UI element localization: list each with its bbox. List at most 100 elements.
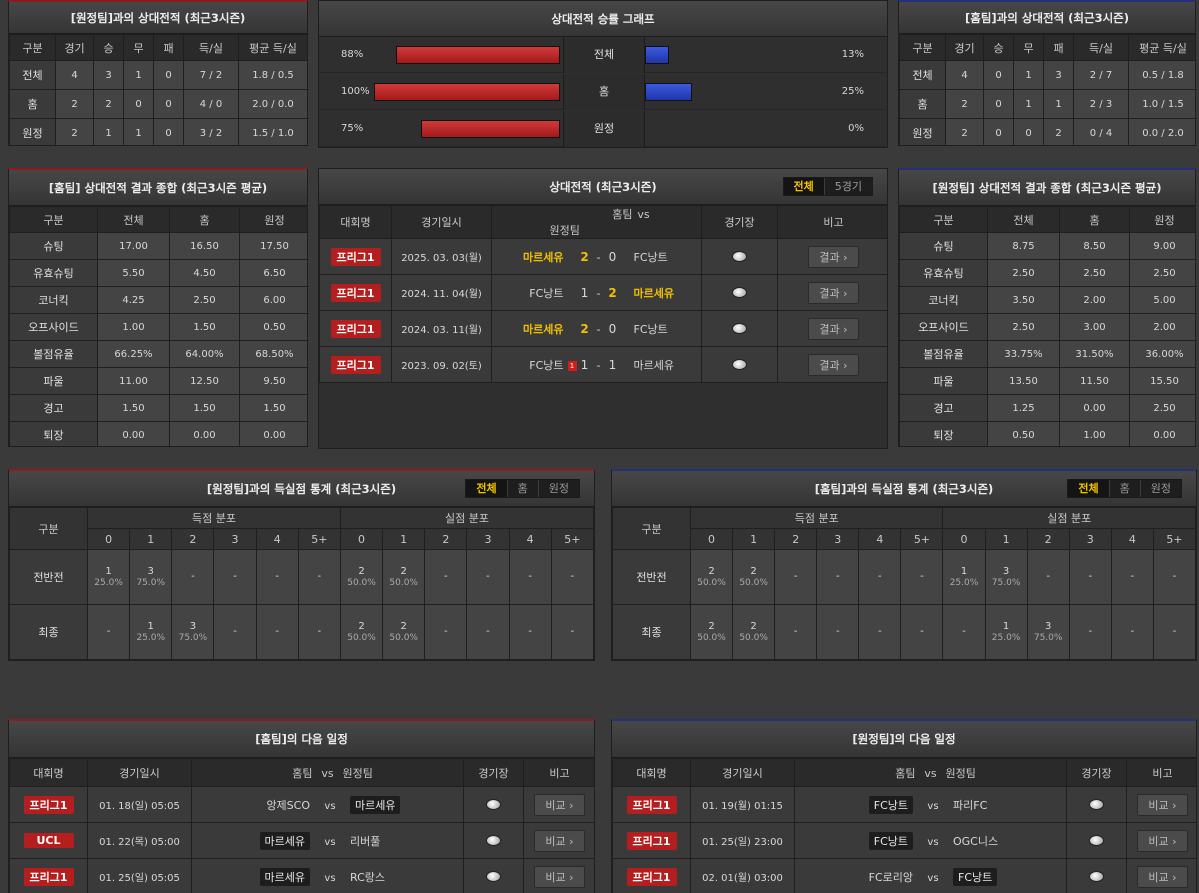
goal-count-header: 5+ <box>1152 528 1196 550</box>
table-cell: 1.50 <box>97 394 170 422</box>
away-summary-table: 구분 전체 홈 원정 슈팅 8.75 8.50 9.00 유효슈팅 2.50 2.50 2.50 코너킥… <box>899 206 1195 446</box>
conceded-header: 실점 분포 <box>339 507 594 529</box>
tab-1[interactable]: 홈 <box>1110 480 1141 497</box>
scored-cell: - <box>858 604 902 660</box>
table-cell: 3.00 <box>1059 313 1130 341</box>
note-cell: 결과 › <box>777 238 887 275</box>
goal-count-header: 2 <box>774 528 818 550</box>
count: - <box>1172 626 1177 637</box>
row-label: 퇴장 <box>899 421 988 446</box>
conceded-cell: - <box>1068 604 1112 660</box>
h2h-matches-table: 대회명 경기일시 홈팀 vs원정팀 경기장 비고 프리그1 2025. 03. 03(월) 마르… <box>319 205 887 383</box>
table-row: 파울 13.50 11.50 15.50 <box>899 367 1195 395</box>
column-header: 경기일시 <box>391 205 492 239</box>
tab-1[interactable]: 홈 <box>508 480 539 497</box>
column-header: 구분 <box>9 507 88 550</box>
tab-0[interactable]: 전체 <box>783 178 825 195</box>
venue-cell <box>701 346 778 383</box>
goal-stats-right-panel: [홈팀]과의 득실점 통계 (최근3시즌) 전체 홈 원정 구분 득점 분포 실점 분포… <box>611 469 1197 661</box>
percent: 75.0% <box>178 632 208 643</box>
table-cell: 9.50 <box>239 367 307 395</box>
row-label: 퇴장 <box>9 421 98 446</box>
home-win-bar <box>374 83 560 101</box>
conceded-cell: - <box>466 549 510 605</box>
table-cell: 6.50 <box>239 259 307 287</box>
count: - <box>1130 626 1135 637</box>
stadium-icon <box>486 798 501 810</box>
row-label: 홈 <box>899 89 946 119</box>
header-row: 구분 경기 승 무 패 득/실 평균 득/실 <box>899 34 1195 61</box>
compare-button[interactable]: 비교 › <box>1137 829 1188 852</box>
home-team: 마르세유 <box>523 322 564 336</box>
left-percent: 75% <box>341 123 364 134</box>
graph-row-label: 홈 <box>563 74 645 110</box>
compare-button[interactable]: 비교 › <box>534 793 585 816</box>
competition-badge: UCL <box>23 833 74 848</box>
tab-1[interactable]: 5경기 <box>834 180 862 193</box>
table-cell: 5.00 <box>1129 286 1195 314</box>
count: - <box>528 571 532 582</box>
tab-2[interactable]: 원정 <box>1150 482 1171 495</box>
stadium-icon <box>732 322 747 334</box>
goal-count-header: 3 <box>213 528 257 550</box>
result-button[interactable]: 결과 › <box>808 245 859 268</box>
compare-button[interactable]: 비교 › <box>1137 865 1188 888</box>
column-header: 전체 <box>987 206 1060 233</box>
conceded-cell: - <box>1110 549 1154 605</box>
row-label: 슈팅 <box>9 232 98 260</box>
count: 2 <box>750 565 757 577</box>
column-header: 패 <box>153 34 184 61</box>
conceded-cell: - <box>466 604 510 660</box>
compare-button[interactable]: 비교 › <box>1137 793 1188 816</box>
count: - <box>570 571 575 582</box>
home-wrap: 마르세유 <box>195 867 310 886</box>
goal-count-row: 0 1 2 3 4 5+ 0 1 2 3 4 5+ <box>10 528 594 550</box>
count: 1 <box>105 565 112 577</box>
table-cell: 64.00% <box>169 340 240 368</box>
note-cell: 비교 › <box>523 822 594 859</box>
tab-0[interactable]: 전체 <box>466 480 508 497</box>
away-wrap: 파리FC <box>953 797 1063 813</box>
result-button[interactable]: 결과 › <box>808 353 859 376</box>
conceded-cell: 2 50.0% <box>339 604 384 660</box>
row-label: 원정 <box>9 118 56 145</box>
competition-cell: 프리그1 <box>319 346 392 383</box>
table-cell: 0.0 / 2.0 <box>1128 118 1195 145</box>
vs-header: vs <box>924 766 937 780</box>
tab-0[interactable]: 전체 <box>1068 480 1110 497</box>
row-label: 코너킥 <box>9 286 98 314</box>
table-cell: 1 <box>1013 60 1044 90</box>
goal-count-header: 4 <box>508 528 552 550</box>
table-row: 퇴장 0.00 0.00 0.00 <box>9 421 307 446</box>
row-label: 볼점유율 <box>9 340 98 368</box>
venue-cell <box>701 238 778 275</box>
column-header: 비고 <box>523 758 594 787</box>
percent: 75.0% <box>136 577 166 588</box>
conceded-cell: - <box>1068 549 1112 605</box>
count: - <box>878 626 882 637</box>
note-cell: 결과 › <box>777 346 887 383</box>
goal-count-header: 5+ <box>297 528 341 550</box>
competition-badge: 프리그1 <box>330 355 381 374</box>
vs-text: vs <box>927 800 939 812</box>
scored-cell: - <box>774 604 818 660</box>
score-dash: - <box>596 250 601 264</box>
note-cell: 비교 › <box>1126 786 1196 823</box>
tab-2[interactable]: 원정 <box>548 482 569 495</box>
table-cell: 2.50 <box>987 313 1060 341</box>
stadium-icon <box>732 358 747 370</box>
count: - <box>1088 626 1093 637</box>
table-row: 슈팅 8.75 8.50 9.00 <box>899 232 1195 260</box>
conceded-cell: 2 50.0% <box>382 604 426 660</box>
competition-badge: 프리그1 <box>23 867 74 886</box>
table-cell: 2 <box>945 118 984 145</box>
result-button[interactable]: 결과 › <box>808 281 859 304</box>
table-cell: 2 <box>93 89 124 119</box>
result-button[interactable]: 결과 › <box>808 317 859 340</box>
goal-stats-left-table: 구분 득점 분포 실점 분포 0 1 2 3 4 5+ 0 1 2 3 4 5+ 전반전 1 25.0% 3 75.0… <box>9 507 594 660</box>
compare-button[interactable]: 비교 › <box>534 829 585 852</box>
compare-button[interactable]: 비교 › <box>534 865 585 888</box>
scored-cell: - <box>171 549 215 605</box>
teams-cell: 마르세유 2-0 FC낭트 <box>491 310 702 347</box>
away-header: 원정팀 <box>342 766 373 780</box>
